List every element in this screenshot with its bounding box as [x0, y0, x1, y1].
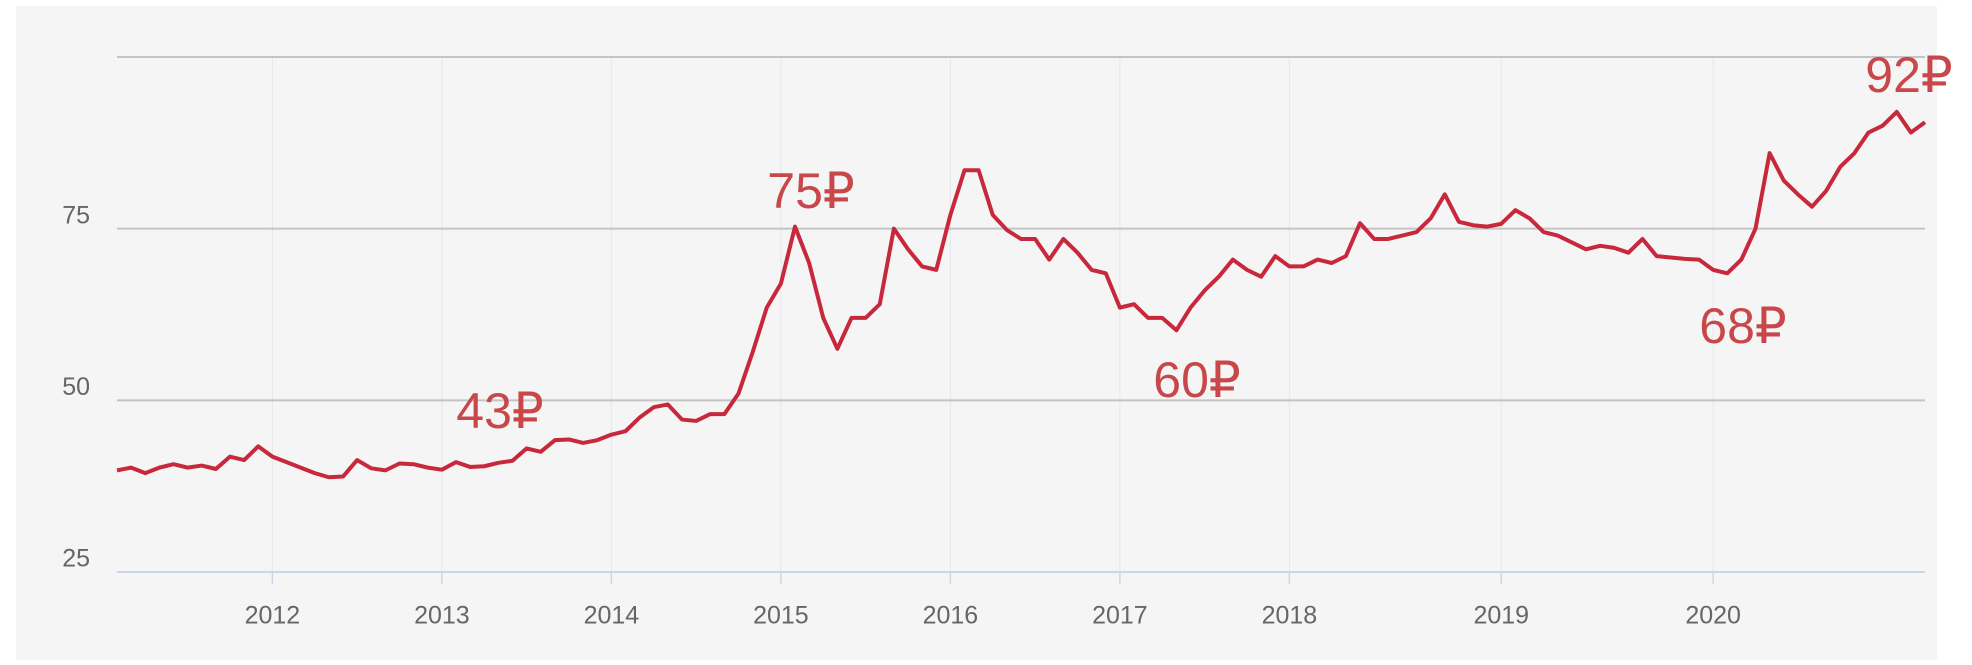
line-series: [116, 109, 1927, 480]
x-tick-label: 2012: [245, 602, 301, 630]
x-tick-label: 2013: [414, 602, 470, 630]
plot-background: [16, 6, 1937, 660]
y-tick-label: 75: [62, 201, 90, 229]
x-tick-label: 2015: [753, 602, 809, 630]
x-tick-label: 2020: [1685, 602, 1741, 630]
x-tick-label: 2014: [584, 602, 640, 630]
annotation: 43₽: [456, 383, 543, 439]
y-tick-label: 50: [62, 373, 90, 401]
annotation: 75₽: [767, 163, 854, 219]
x-tick-label: 2017: [1092, 602, 1148, 630]
x-tick-label: 2018: [1262, 602, 1318, 630]
y-tick-label: 25: [62, 545, 90, 573]
annotation: 68₽: [1699, 298, 1786, 354]
x-tick-label: 2019: [1473, 602, 1529, 630]
x-tick-label: 2016: [923, 602, 979, 630]
annotation: 60₽: [1153, 352, 1240, 408]
annotation: 92₽: [1865, 47, 1952, 103]
